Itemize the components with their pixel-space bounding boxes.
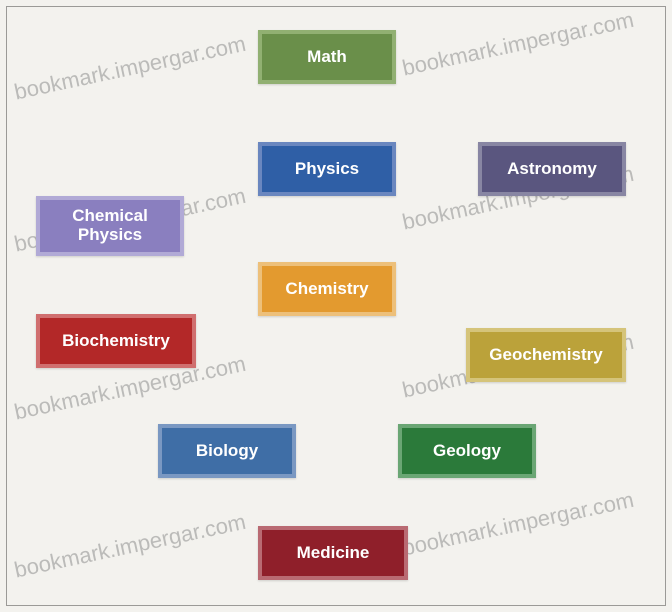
node-label: Biology bbox=[196, 442, 258, 461]
node-math: Math bbox=[258, 30, 396, 84]
node-chemistry: Chemistry bbox=[258, 262, 396, 316]
node-medicine: Medicine bbox=[258, 526, 408, 580]
node-biochem: Biochemistry bbox=[36, 314, 196, 368]
diagram-canvas: bookmark.impergar.combookmark.impergar.c… bbox=[0, 0, 672, 612]
node-label: Geology bbox=[433, 442, 501, 461]
node-chemphys: Chemical Physics bbox=[36, 196, 184, 256]
node-geology: Geology bbox=[398, 424, 536, 478]
node-label: Math bbox=[307, 48, 347, 67]
node-label: Astronomy bbox=[507, 160, 597, 179]
node-label: Medicine bbox=[297, 544, 370, 563]
node-geochem: Geochemistry bbox=[466, 328, 626, 382]
node-biology: Biology bbox=[158, 424, 296, 478]
node-physics: Physics bbox=[258, 142, 396, 196]
node-label: Geochemistry bbox=[489, 346, 602, 365]
node-label: Physics bbox=[295, 160, 359, 179]
node-label: Chemical Physics bbox=[44, 207, 176, 244]
node-label: Biochemistry bbox=[62, 332, 170, 351]
node-astronomy: Astronomy bbox=[478, 142, 626, 196]
node-label: Chemistry bbox=[285, 280, 368, 299]
